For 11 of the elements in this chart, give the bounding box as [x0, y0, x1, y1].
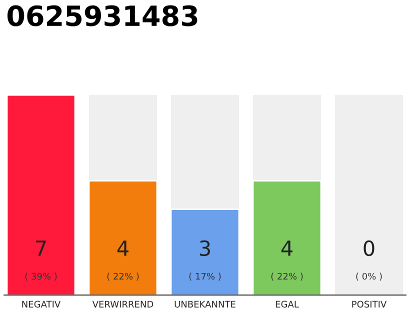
data-label: 4 ( 22% ): [271, 240, 303, 281]
x-tick-label: POSITIV: [352, 300, 387, 308]
x-tick-label: NEGATIV: [22, 300, 61, 308]
x-tick-label: EGAL: [276, 300, 299, 308]
data-label: 4 ( 22% ): [107, 240, 139, 281]
chart-title: 0625931483: [7, 5, 198, 26]
data-label: 0 ( 0% ): [356, 240, 382, 281]
data-label: 3 ( 17% ): [189, 240, 221, 281]
x-tick-label: VERWIRREND: [92, 300, 154, 308]
data-label: 7 ( 39% ): [25, 240, 57, 281]
x-tick-label: UNBEKANNTE: [174, 300, 236, 308]
